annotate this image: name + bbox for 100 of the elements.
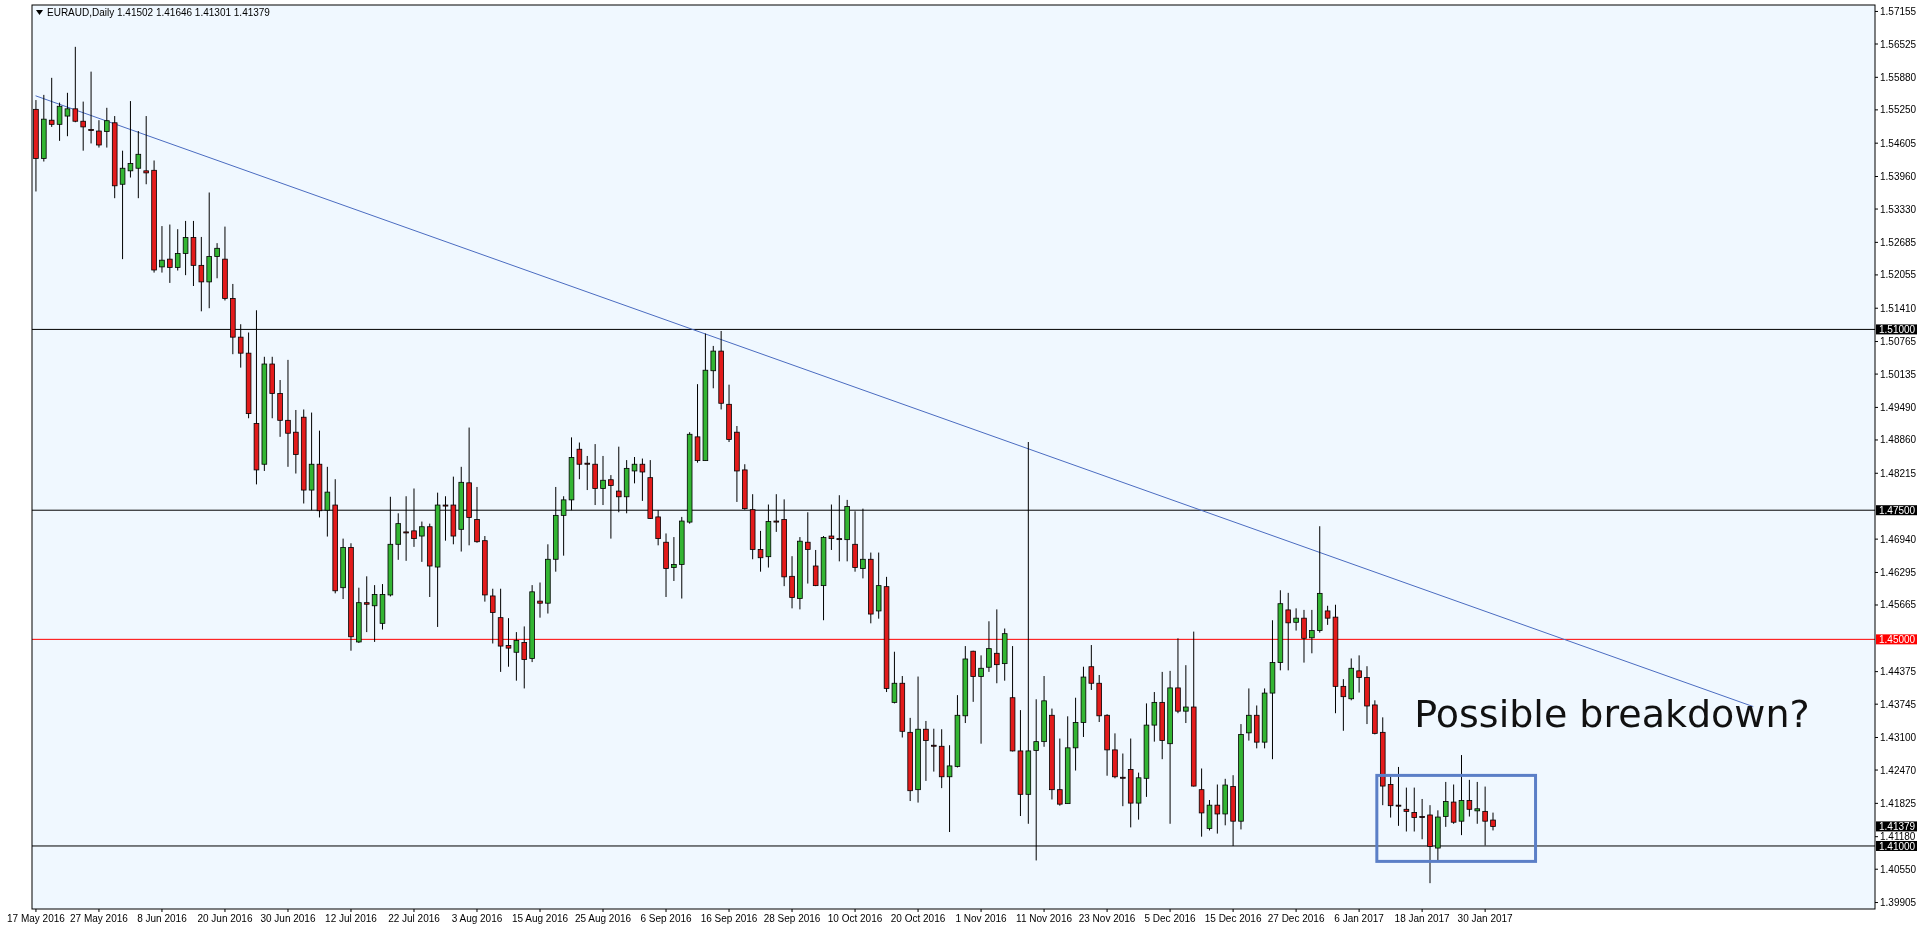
candlestick — [986, 620, 992, 673]
candlestick — [214, 242, 220, 279]
candlestick — [1246, 687, 1252, 742]
y-tick-label: 1.44375 — [1880, 666, 1917, 678]
x-tick-label: 15 Dec 2016 — [1204, 913, 1262, 924]
candlestick — [159, 225, 165, 274]
text: 1.41379 — [1879, 820, 1916, 832]
candlestick — [1088, 644, 1095, 691]
x-tick-label: 1 Nov 2016 — [955, 913, 1008, 924]
candlestick — [600, 455, 606, 506]
x-tick-label: 20 Jun 2016 — [197, 913, 253, 924]
candlestick — [1175, 637, 1181, 714]
y-tick-label: 1.40550 — [1880, 863, 1917, 875]
ref-line-label: 1.41000 — [1879, 840, 1916, 852]
candlestick — [1293, 607, 1299, 632]
x-tick-label: 25 Aug 2016 — [574, 913, 632, 924]
y-tick-label: 1.41180 — [1880, 831, 1916, 843]
x-tick-label: 18 Jan 2017 — [1394, 913, 1451, 924]
candlestick — [671, 536, 677, 582]
x-tick-label: 10 Oct 2016 — [827, 913, 883, 924]
y-tick-label: 1.39905 — [1880, 897, 1917, 909]
candlestick — [1285, 592, 1291, 671]
candlestick — [135, 130, 142, 199]
ref-line-label: 1.47500 — [1879, 504, 1916, 516]
candlestick — [1474, 781, 1481, 825]
candlestick — [1214, 784, 1221, 835]
annotation: Possible breakdown? — [1414, 692, 1810, 737]
candlestick — [1403, 787, 1410, 833]
candlestick — [174, 228, 181, 272]
y-tick-label: 1.50135 — [1880, 368, 1917, 380]
x-tick-label: 15 Aug 2016 — [511, 913, 569, 924]
candlestick — [363, 575, 370, 633]
candlestick — [395, 512, 401, 561]
y-tick-label: 1.52685 — [1880, 236, 1917, 248]
candlestick — [88, 71, 94, 144]
candlestick — [1309, 609, 1315, 654]
y-tick-label: 1.53960 — [1880, 171, 1917, 182]
ref-line-label: 1.51000 — [1879, 323, 1916, 335]
candlestick — [1419, 798, 1425, 840]
x-tick-label: 20 Oct 2016 — [890, 913, 946, 924]
candlestick — [521, 625, 528, 689]
x-tick-label: 27 Dec 2016 — [1267, 913, 1325, 924]
x-tick-label: 8 Jun 2016 — [137, 913, 188, 924]
chart-title: EURAUD,Daily 1.41502 1.41646 1.41301 1.41379 — [47, 7, 271, 18]
candlestick — [1183, 664, 1189, 724]
y-tick-label: 1.41825 — [1880, 797, 1917, 809]
x-tick-label: 30 Jan 2017 — [1457, 913, 1514, 924]
y-tick-label: 1.43745 — [1880, 698, 1917, 710]
candlestick — [1057, 738, 1063, 807]
y-tick-label: 1.49490 — [1880, 401, 1917, 413]
candlestick — [96, 119, 102, 149]
candlestick — [104, 107, 110, 149]
candlestick — [1120, 753, 1126, 807]
y-tick-label: 1.43100 — [1880, 732, 1917, 743]
x-tick-label: 5 Dec 2016 — [1144, 913, 1197, 924]
candlestick — [489, 588, 496, 644]
y-tick-label: 1.52055 — [1880, 269, 1917, 281]
candlestick — [1442, 781, 1449, 828]
candlestick — [978, 654, 984, 745]
candlestick — [584, 455, 591, 491]
x-tick-label: 16 Sep 2016 — [700, 913, 758, 924]
y-tick-label: 1.45665 — [1880, 599, 1917, 611]
y-tick-label: 1.48860 — [1880, 434, 1917, 446]
y-tick-label: 1.46295 — [1880, 566, 1917, 578]
x-tick-label: 27 May 2016 — [70, 913, 129, 924]
y-tick-label: 1.48215 — [1880, 467, 1917, 479]
candlestick — [1356, 654, 1362, 694]
candlestick — [48, 77, 55, 128]
candlestick — [80, 101, 86, 152]
y-tick-label: 1.50765 — [1880, 336, 1917, 348]
y-tick-label: 1.57155 — [1880, 5, 1917, 17]
x-tick-label: 22 Jul 2016 — [388, 913, 441, 924]
y-tick-label: 1.53330 — [1880, 203, 1917, 215]
candlestick — [198, 236, 205, 312]
y-tick-label: 1.55250 — [1880, 104, 1917, 116]
x-tick-label: 6 Sep 2016 — [640, 913, 693, 924]
candlestick — [1151, 691, 1158, 743]
candlestick — [419, 521, 425, 563]
y-tick-label: 1.54605 — [1880, 137, 1917, 149]
x-tick-label: 30 Jun 2016 — [260, 913, 316, 924]
x-tick-label: 12 Jul 2016 — [325, 913, 378, 924]
x-tick-label: 17 May 2016 — [7, 913, 66, 924]
candlestick — [143, 115, 149, 185]
y-tick-label: 1.46940 — [1880, 533, 1917, 545]
candlestick — [923, 720, 929, 782]
candlestick — [1490, 812, 1496, 831]
candlestick — [1411, 787, 1418, 833]
y-tick-label: 1.51410 — [1880, 302, 1917, 314]
candlestick — [931, 728, 937, 773]
candlestick — [1301, 609, 1307, 664]
candlestick — [994, 608, 1000, 684]
ref-line-label: 1.45000 — [1879, 633, 1916, 645]
candlestick — [167, 224, 173, 284]
y-tick-label: 1.42470 — [1880, 764, 1917, 776]
candlestick — [72, 46, 79, 123]
x-tick-label: 23 Nov 2016 — [1078, 913, 1136, 924]
candlestick — [285, 359, 291, 468]
candlestick — [710, 345, 717, 389]
y-tick-label: 1.55880 — [1880, 71, 1917, 83]
candlestick — [537, 582, 543, 619]
